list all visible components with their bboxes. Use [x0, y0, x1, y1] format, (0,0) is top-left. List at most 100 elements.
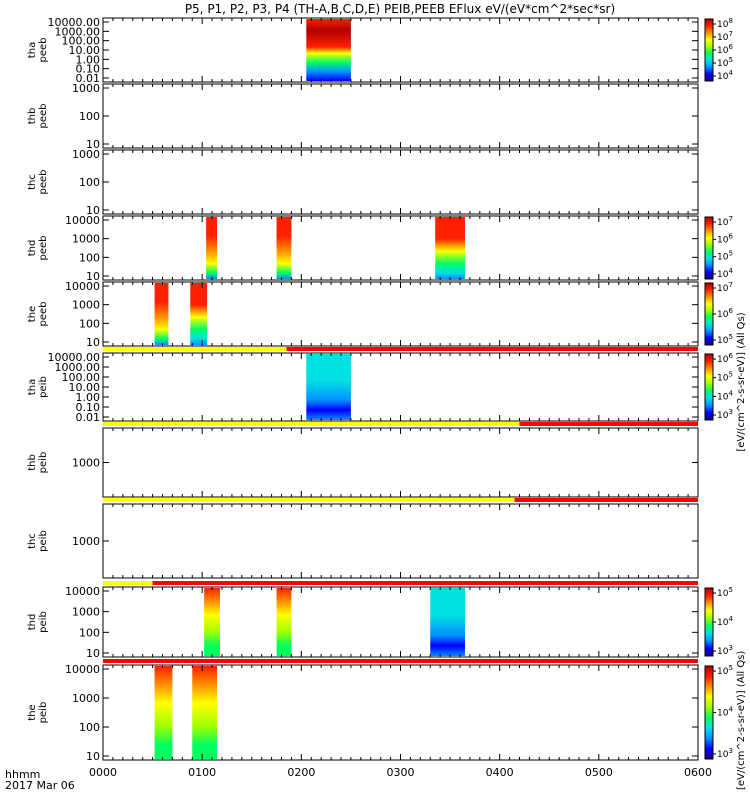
x-tick-label: 0500: [585, 766, 613, 779]
status-bar-red: [514, 498, 698, 502]
status-bar-yellow: [103, 422, 520, 426]
panel-y-label: thapeib: [27, 376, 49, 398]
colorbar-tick-label: 105: [717, 56, 733, 69]
spectrogram-block: [190, 283, 208, 345]
panel-y-label: thepeeb: [27, 302, 49, 327]
panel-thc-peeb: 1000 100 10 thcpeeb: [27, 148, 699, 217]
y-tick-label: 10.00: [69, 44, 101, 57]
colorbar-tick-label: 103: [717, 408, 733, 421]
y-tick-label: 100: [79, 176, 100, 189]
x-axis-label: hhmm: [5, 768, 40, 781]
colorbar-units-label-ions: [eV/(cm^2-s-sr-eV)] (All Qs): [736, 651, 747, 790]
y-tick-label: 1000: [72, 82, 100, 95]
x-tick-label: 0300: [387, 766, 415, 779]
panel-y-label: thbpeeb: [27, 104, 49, 129]
panel-thd-peeb: 10000 1000 100 10 thdpeeb 104 105 106 107: [27, 214, 733, 283]
y-tick-label: 0.01: [76, 72, 101, 85]
status-bar-yellow: [103, 581, 153, 585]
panel-thb-peib: 1000 thbpeib: [27, 422, 699, 498]
panel-frame: [102, 17, 699, 83]
chart-title: P5, P1, P2, P3, P4 (TH-A,B,C,D,E) PEIB,P…: [185, 2, 615, 16]
status-bar-yellow: [103, 498, 515, 502]
y-tick-label: 10000: [65, 663, 100, 676]
spectrogram-block: [154, 666, 173, 759]
y-tick-label: 10: [86, 647, 100, 660]
y-tick-label: 100: [79, 251, 100, 264]
y-tick-label: 0.10: [76, 401, 101, 414]
y-tick-label: 100: [79, 110, 100, 123]
colorbar: [704, 18, 714, 82]
colorbar-tick-label: 107: [717, 215, 733, 228]
y-tick-label: 1000: [72, 299, 100, 312]
y-tick-label: 1000: [72, 535, 100, 548]
spectrogram-block: [306, 354, 351, 420]
panel-y-label: thcpeib: [27, 530, 49, 552]
colorbar-tick-label: 108: [717, 17, 733, 30]
colorbar-tick-label: 104: [717, 389, 733, 402]
y-tick-label: 10000: [65, 280, 100, 293]
y-tick-label: 100.00: [62, 35, 101, 48]
x-tick-label: 0600: [684, 766, 712, 779]
x-tick-label: 0000: [89, 766, 117, 779]
panel-frame: [102, 215, 699, 281]
colorbar-tick-label: 104: [717, 267, 733, 280]
y-tick-label: 10000: [65, 214, 100, 227]
y-tick-label: 10000.00: [48, 16, 101, 29]
x-tick-label: 0200: [287, 766, 315, 779]
colorbar-tick-label: 105: [717, 371, 733, 384]
colorbar: [704, 216, 714, 280]
status-bar-yellow: [103, 347, 287, 351]
colorbar-units-label-electrons: [eV/(cm^2-s-sr-eV)] (All Qs): [736, 312, 747, 451]
y-tick-label: 10: [86, 336, 100, 349]
spectrogram-block: [192, 666, 218, 759]
colorbar-tick-label: 103: [717, 644, 733, 657]
x-axis: 0000 0100 0200 0300 0400 0500 0600: [89, 766, 712, 779]
colorbar-tick-label: 106: [717, 352, 733, 365]
y-tick-label: 10: [86, 138, 100, 151]
status-bar-red: [519, 422, 698, 426]
y-tick-label: 10.00: [69, 381, 101, 394]
spectrogram-block: [276, 217, 292, 279]
panels-layer: 10000.001000.00100.0010.001.000.100.01th…: [27, 16, 733, 763]
colorbar: [704, 282, 714, 346]
colorbar-tick-label: 105: [717, 250, 733, 263]
y-tick-label: 100.00: [62, 371, 101, 384]
panel-y-label: thbpeib: [27, 452, 49, 474]
panel-thc-peib: 1000 thcpeib: [27, 498, 699, 579]
colorbar-tick-label: 104: [717, 69, 733, 82]
spectrogram-block: [154, 283, 169, 345]
panel-frame: [102, 586, 699, 658]
panel-the-peeb: 10000 1000 100 10 thepeeb 105 106 107: [27, 280, 733, 349]
y-tick-label: 1000: [72, 606, 100, 619]
x-tick-label: 0400: [486, 766, 514, 779]
panel-frame: [102, 427, 699, 498]
colorbar-tick-label: 103: [717, 747, 733, 760]
y-tick-label: 100: [79, 317, 100, 330]
y-tick-label: 1000: [72, 233, 100, 246]
y-tick-label: 1000: [72, 692, 100, 705]
panel-the-peib: 10000 1000 100 10 thepeib 103 104 105: [27, 659, 733, 763]
colorbar: [704, 353, 714, 421]
y-tick-label: 10: [86, 750, 100, 763]
y-tick-label: 0.01: [76, 411, 101, 424]
status-bar-red: [152, 581, 699, 585]
y-tick-label: 100: [79, 626, 100, 639]
y-tick-label: 1.00: [76, 391, 101, 404]
colorbar-tick-label: 104: [717, 615, 733, 628]
y-tick-label: 100: [79, 721, 100, 734]
x-axis-date: 2017 Mar 06: [5, 779, 75, 792]
y-tick-label: 1000.00: [55, 361, 101, 374]
panel-frame: [102, 149, 699, 215]
panel-y-label: thdpeib: [27, 611, 49, 633]
panel-y-label: thapeeb: [27, 38, 49, 63]
y-tick-label: 10000.00: [48, 351, 101, 364]
y-tick-label: 10000: [65, 585, 100, 598]
panel-frame: [102, 352, 699, 422]
panel-y-label: thcpeeb: [27, 170, 49, 195]
spectrogram-block: [435, 217, 465, 279]
panel-thd-peib: 10000 1000 100 10 thdpeib 103 104 105: [27, 581, 733, 660]
status-bar-red: [103, 659, 698, 663]
colorbar-tick-label: 106: [717, 43, 733, 56]
